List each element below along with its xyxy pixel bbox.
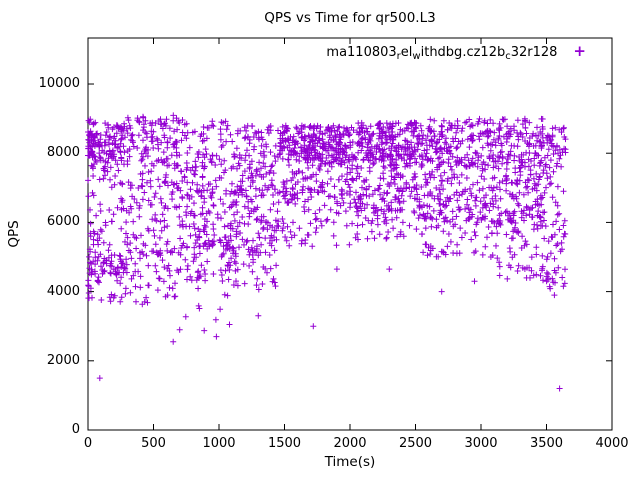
- x-tick-label: 2500: [398, 436, 433, 451]
- x-tick-label: 1000: [202, 436, 236, 451]
- legend-label-segment: ithdbg.cz12b: [420, 45, 506, 60]
- legend-label-segment: 32r128: [510, 45, 558, 60]
- x-tick-label: 500: [141, 436, 166, 451]
- x-tick-label: 2000: [333, 436, 367, 451]
- x-tick-label: 4000: [595, 436, 629, 451]
- x-tick-label: 0: [83, 436, 93, 451]
- chart-title: QPS vs Time for qr500.L3: [264, 10, 436, 26]
- scatter-points: [85, 112, 569, 392]
- legend-label-segment: ma110803: [326, 45, 397, 60]
- legend-label-subscript: r: [396, 51, 401, 62]
- x-axis-label: Time(s): [324, 454, 376, 470]
- y-tick-label: 8000: [46, 145, 80, 161]
- legend-series-label: ma110803relwithdbg.cz12bc32r128: [326, 45, 558, 62]
- y-tick-label: 2000: [46, 352, 80, 368]
- y-tick-label: 0: [71, 422, 80, 437]
- y-axis-label: QPS: [6, 220, 22, 248]
- legend-label-segment: el: [400, 45, 413, 60]
- legend-label-subscript: w: [412, 51, 421, 62]
- plot-border: [87, 37, 613, 431]
- y-tick-label: 6000: [46, 214, 80, 230]
- legend-label-subscript: c: [505, 51, 511, 62]
- x-tick-label: 1500: [267, 436, 302, 451]
- y-tick-label: 4000: [46, 283, 80, 299]
- x-tick-label: 3500: [529, 436, 564, 451]
- y-tick-label: 10000: [38, 76, 80, 92]
- legend-plus-marker-icon: +: [573, 42, 586, 60]
- legend: ma110803relwithdbg.cz12bc32r128 +: [326, 42, 586, 63]
- x-tick-label: 3000: [464, 436, 498, 451]
